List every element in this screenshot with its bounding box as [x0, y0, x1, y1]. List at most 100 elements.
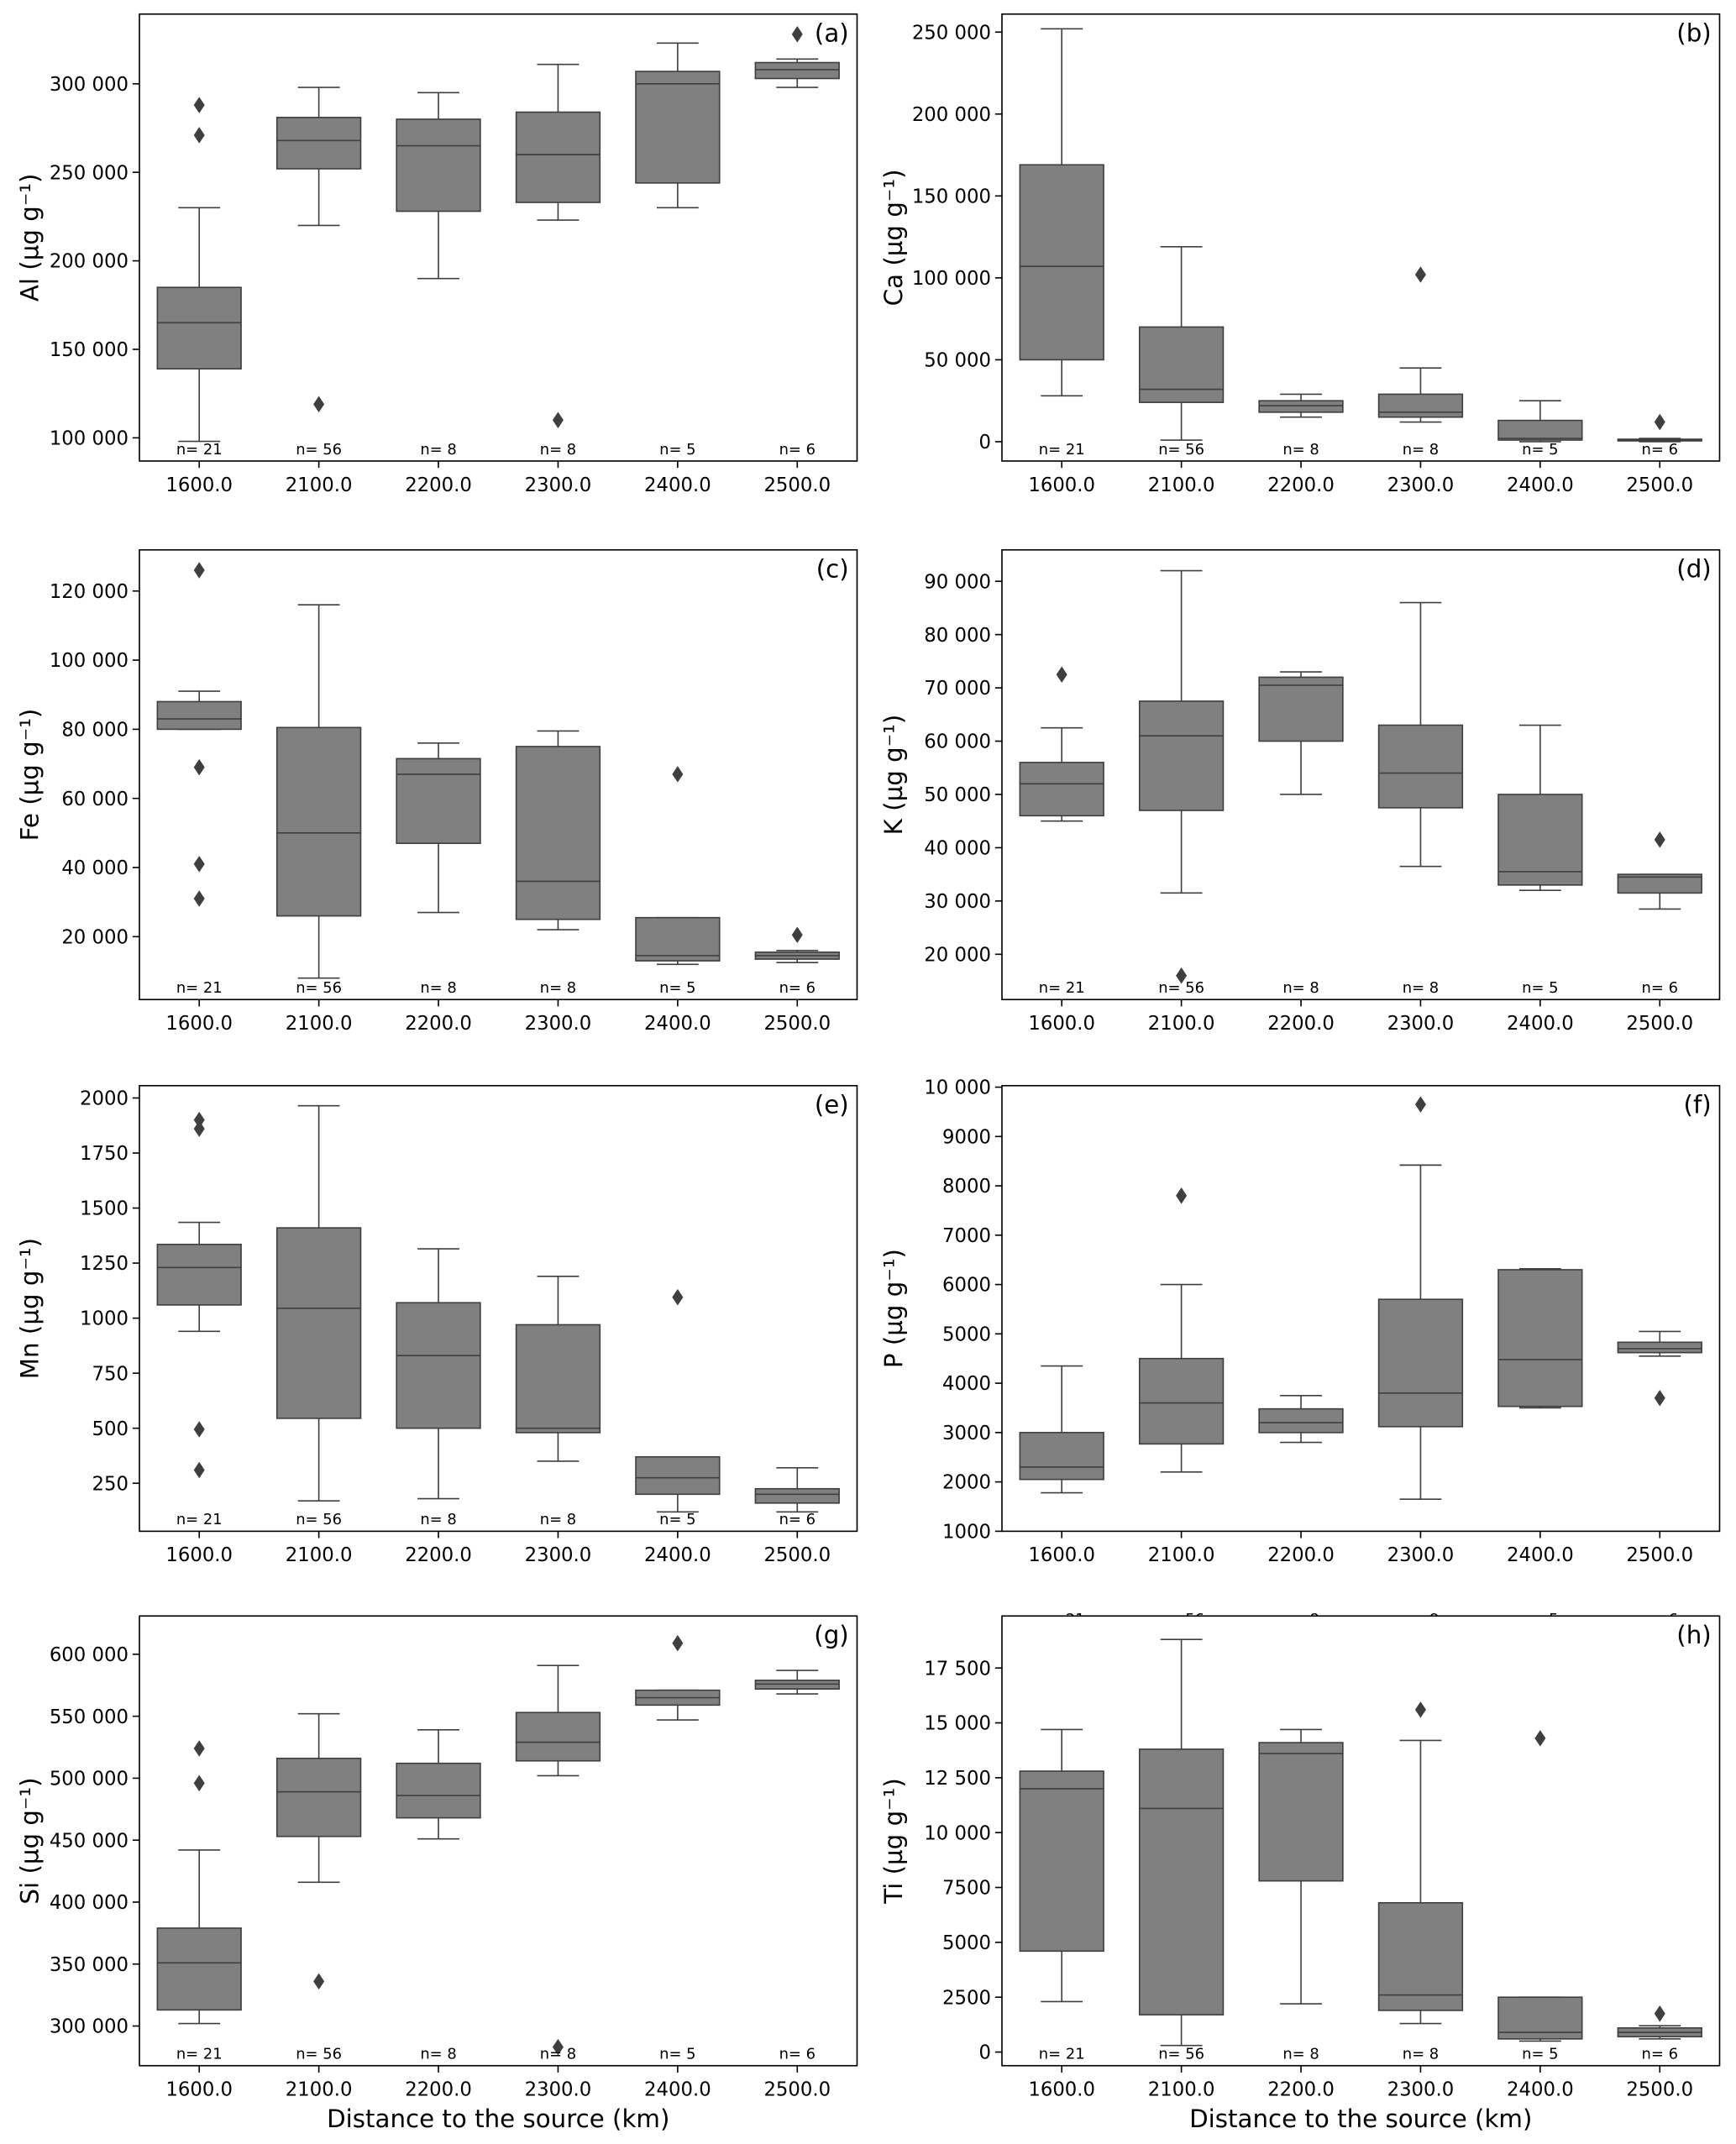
n-label: n= 21: [176, 2046, 223, 2063]
n-label: n= 21: [1039, 979, 1085, 997]
outlier-marker: [193, 1461, 205, 1479]
n-label: n= 8: [420, 979, 456, 997]
x-tick-label: 2300.0: [525, 2079, 592, 2101]
outlier-marker: [193, 97, 205, 113]
n-label: n= 8: [420, 2046, 456, 2063]
x-tick-label: 2500.0: [1626, 2079, 1693, 2101]
y-tick-label: 15 000: [924, 1713, 991, 1735]
x-tick-label: 2500.0: [763, 1544, 831, 1566]
n-label: n= 5: [659, 2046, 695, 2063]
box: [635, 71, 721, 184]
box: [1617, 873, 1702, 894]
outlier-marker: [1056, 666, 1067, 683]
y-tick-label: 300 000: [50, 2016, 128, 2038]
box: [515, 746, 601, 920]
n-label: n= 8: [1282, 441, 1319, 459]
n-label: n= 21: [1039, 441, 1085, 459]
n-label: n= 56: [296, 1511, 342, 1528]
y-tick-label: 250: [92, 1473, 128, 1495]
outlier-marker: [1176, 967, 1188, 984]
plot-area: [1002, 549, 1720, 1000]
x-tick-label: 2400.0: [1507, 1013, 1574, 1035]
x-tick-label: 2200.0: [1267, 1013, 1335, 1035]
box: [1258, 1742, 1344, 1882]
x-tick-label: 2500.0: [763, 474, 831, 496]
y-tick-label: 1750: [80, 1143, 128, 1165]
y-tick-label: 50 000: [924, 350, 991, 372]
box: [275, 726, 362, 917]
box: [1258, 400, 1344, 413]
y-axis-label: Si (µg g⁻¹): [16, 1777, 45, 1904]
panel-a: 100 000 150 000 200 000 250 000 300 000 1600.…: [16, 13, 858, 496]
n-label: n= 6: [779, 2046, 816, 2063]
x-tick-label: 2200.0: [405, 474, 472, 496]
axes-frame: [139, 1084, 858, 1533]
panel-e: 250 500 750 1000 1250 1500 1750 2000 1600.0 n= 21…: [16, 1084, 858, 1566]
y-tick-label: 250 000: [50, 162, 128, 184]
outlier-marker: [193, 1740, 205, 1757]
box: [1019, 1770, 1104, 1953]
plot-area: [139, 1616, 858, 2066]
x-tick-label: 2100.0: [286, 1544, 353, 1566]
x-tick-label: 1600.0: [165, 2079, 233, 2101]
box: [1617, 1341, 1702, 1354]
outlier-marker: [552, 412, 564, 429]
plot-area: [1002, 1616, 1720, 2066]
panel-g: 300 000 350 000 400 000 450 000 500 000 550 0…: [16, 1615, 858, 2133]
n-label: n= 8: [540, 2046, 576, 2063]
y-tick-label: 1000: [942, 1521, 991, 1543]
panel-f: 1000 2000 3000 4000 5000 6000 7000 8000 9000 10 0…: [879, 1077, 1721, 1628]
y-tick-label: 9000: [942, 1126, 991, 1148]
y-tick-label: 150 000: [912, 186, 991, 207]
y-axis-label: K (µg g⁻¹): [879, 715, 908, 836]
n-label: n= 5: [1522, 441, 1558, 459]
x-tick-label: 2400.0: [644, 2079, 711, 2101]
n-label: n= 5: [1522, 2046, 1558, 2063]
n-label: n= 6: [1642, 979, 1678, 997]
panel-label: (e): [815, 1090, 849, 1119]
outlier-marker: [1176, 1187, 1188, 1204]
box: [1377, 393, 1464, 418]
box: [275, 1227, 362, 1419]
box: [515, 111, 601, 203]
outlier-marker: [672, 766, 684, 783]
outlier-marker: [193, 1421, 205, 1438]
y-axis-label: Fe (µg g⁻¹): [16, 709, 45, 841]
n-label: n= 6: [1642, 441, 1678, 459]
y-tick-label: 5000: [942, 1324, 991, 1345]
y-tick-label: 7500: [942, 1878, 991, 1900]
n-label: n= 8: [1403, 441, 1439, 459]
n-label: n= 21: [176, 1511, 223, 1528]
x-tick-label: 2400.0: [1507, 474, 1574, 496]
x-tick-label: 2200.0: [405, 1013, 472, 1035]
outlier-marker: [791, 26, 803, 43]
box: [275, 117, 362, 170]
box: [635, 916, 721, 962]
x-tick-label: 2300.0: [525, 1013, 592, 1035]
x-axis-label: Distance to the source (km): [1189, 2105, 1532, 2133]
n-label: n= 5: [1522, 979, 1558, 997]
box: [1377, 724, 1464, 809]
y-tick-label: 17 500: [924, 1658, 991, 1680]
axes-frame: [1001, 548, 1721, 1001]
box: [1138, 1357, 1225, 1445]
box: [515, 1712, 601, 1762]
box: [1497, 794, 1583, 886]
y-tick-label: 1500: [80, 1198, 128, 1220]
x-axis-label: Distance to the source (km): [327, 2105, 669, 2133]
outlier-marker: [193, 758, 205, 776]
outlier-marker: [313, 396, 325, 413]
x-tick-label: 2100.0: [1148, 1544, 1215, 1566]
y-tick-label: 500: [92, 1418, 128, 1440]
box: [1019, 762, 1104, 817]
box: [1497, 1269, 1583, 1407]
box: [156, 700, 242, 731]
n-label: n= 56: [1158, 2046, 1204, 2063]
box: [156, 1927, 242, 2011]
y-tick-label: 60 000: [61, 789, 128, 810]
panel-label: (f): [1684, 1090, 1712, 1119]
y-axis-label: P (µg g⁻¹): [879, 1249, 908, 1368]
x-tick-label: 2300.0: [1387, 1013, 1455, 1035]
y-tick-label: 2500: [942, 1987, 991, 2009]
